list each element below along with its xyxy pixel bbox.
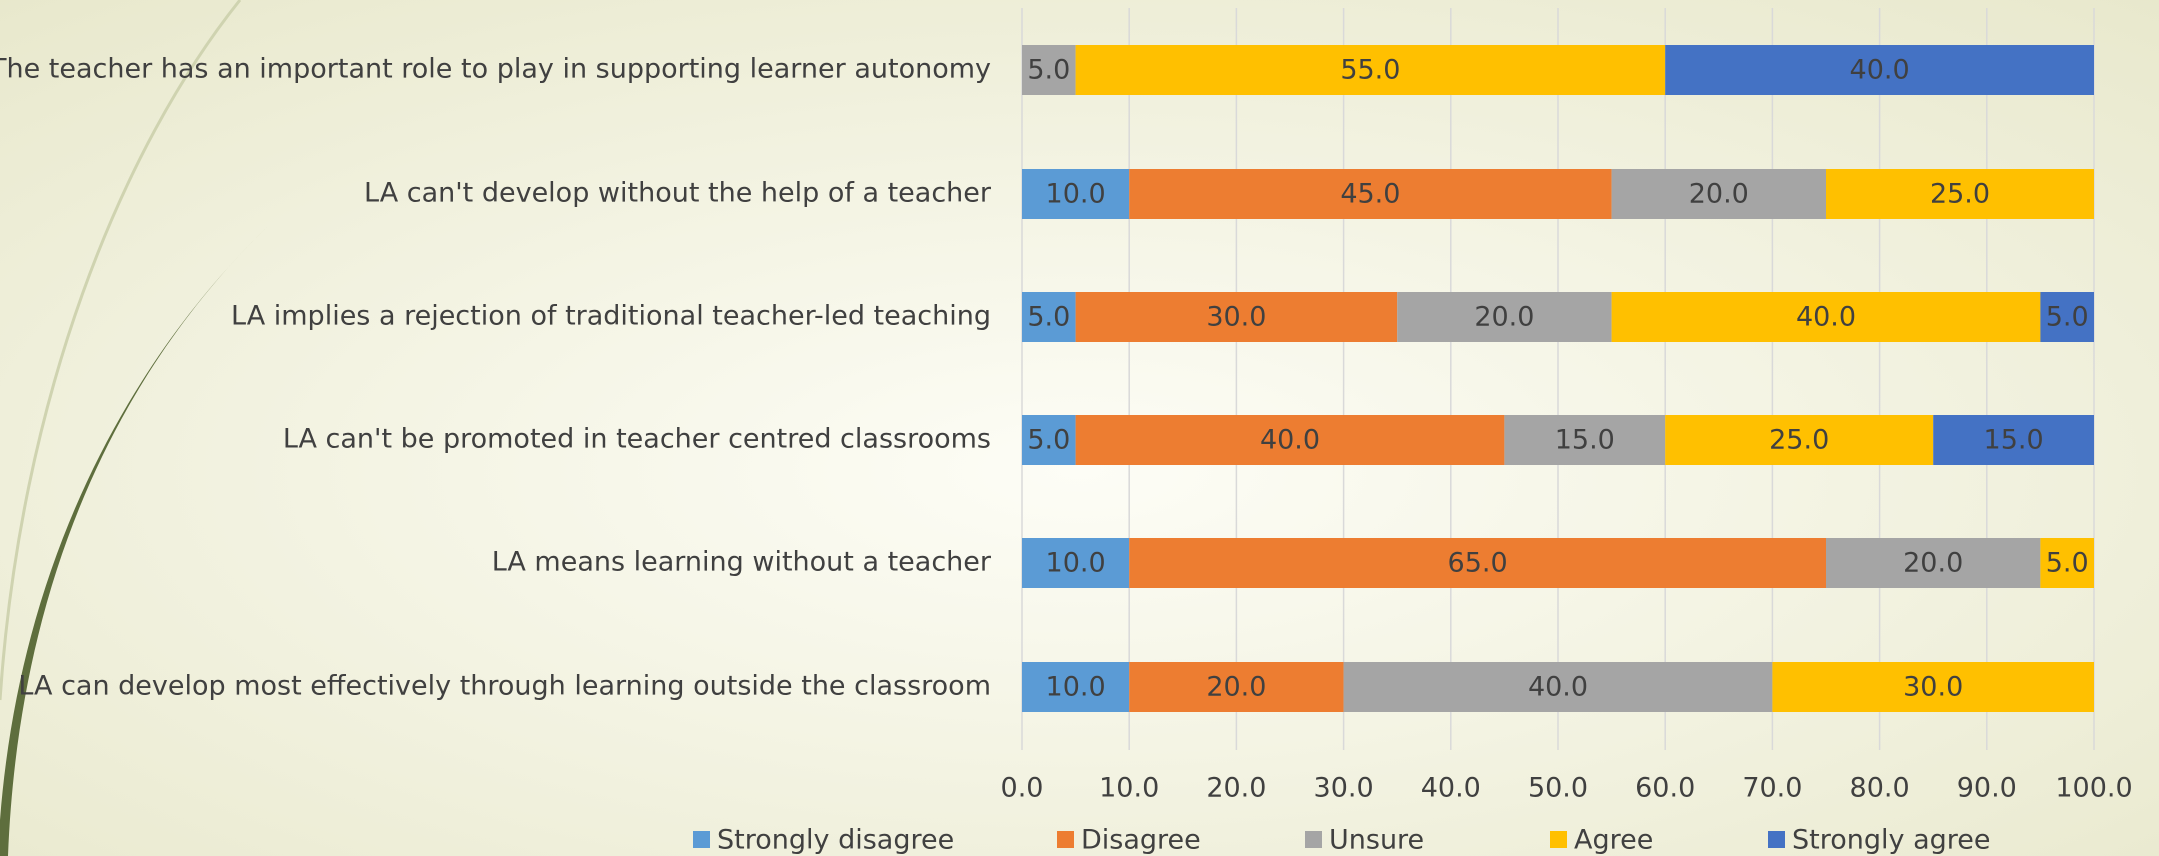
bar-segment — [1826, 169, 2094, 219]
legend-label: Strongly disagree — [717, 825, 954, 856]
x-tick-label: 0.0 — [1001, 773, 1044, 804]
x-tick-label: 80.0 — [1850, 773, 1910, 804]
x-tick-label: 10.0 — [1099, 773, 1159, 804]
bar-segment — [1343, 662, 1773, 712]
data-label: 40.0 — [1528, 672, 1588, 703]
x-tick-label: 30.0 — [1314, 773, 1374, 804]
bar-segment — [1504, 415, 1666, 465]
legend-label: Agree — [1574, 825, 1653, 856]
x-tick-label: 60.0 — [1635, 773, 1695, 804]
data-label: 5.0 — [2046, 302, 2089, 333]
bar-segment — [1129, 169, 1612, 219]
bar-segment — [1665, 45, 2094, 95]
legend-label: Disagree — [1081, 825, 1201, 856]
data-label: 15.0 — [1555, 425, 1615, 456]
y-tick-label: LA can't develop without the help of a t… — [364, 178, 992, 209]
data-label: 20.0 — [1206, 672, 1266, 703]
decor-curve — [0, 0, 242, 701]
x-tick-label: 50.0 — [1528, 773, 1588, 804]
x-tick-label: 20.0 — [1206, 773, 1266, 804]
bar-segment — [1397, 292, 1612, 342]
x-tick-label: 40.0 — [1421, 773, 1481, 804]
legend-label: Strongly agree — [1792, 825, 1990, 856]
data-label: 5.0 — [1027, 55, 1070, 86]
bar-segment — [1022, 45, 1076, 95]
data-label: 5.0 — [2046, 548, 2089, 579]
legend-swatch — [1550, 831, 1567, 848]
bar-segment — [1772, 662, 2094, 712]
bar-segment — [1075, 45, 1666, 95]
bar-segment — [1611, 292, 2041, 342]
data-label: 40.0 — [1796, 302, 1856, 333]
y-tick-label: LA can't be promoted in teacher centred … — [283, 424, 991, 455]
y-tick-label: LA means learning without a teacher — [492, 547, 992, 578]
data-label: 20.0 — [1903, 548, 1963, 579]
bar-segment — [2040, 538, 2094, 588]
legend-swatch — [1057, 831, 1074, 848]
data-label: 55.0 — [1340, 55, 1400, 86]
bar-segment — [1022, 169, 1130, 219]
bar-segment — [1129, 662, 1344, 712]
bar-segment — [1129, 538, 1826, 588]
bar-segment — [1075, 415, 1505, 465]
data-label: 5.0 — [1027, 425, 1070, 456]
bar-segment — [1826, 538, 2041, 588]
y-tick-label: LA can develop most effectively through … — [18, 671, 991, 702]
bar-segment — [1022, 538, 1130, 588]
data-label: 30.0 — [1206, 302, 1266, 333]
bar-segment — [1075, 292, 1398, 342]
data-label: 40.0 — [1260, 425, 1320, 456]
legend-swatch — [693, 831, 710, 848]
data-label: 30.0 — [1903, 672, 1963, 703]
data-label: 65.0 — [1448, 548, 1508, 579]
bar-segment — [2040, 292, 2094, 342]
y-tick-label: The teacher has an important role to pla… — [0, 54, 991, 85]
bar-segment — [1611, 169, 1826, 219]
data-label: 10.0 — [1046, 179, 1106, 210]
y-tick-label: LA implies a rejection of traditional te… — [231, 301, 991, 332]
data-label: 25.0 — [1769, 425, 1829, 456]
bar-segment — [1022, 415, 1076, 465]
legend-swatch — [1768, 831, 1785, 848]
data-label: 40.0 — [1850, 55, 1910, 86]
bar-segment — [1665, 415, 1934, 465]
data-label: 10.0 — [1046, 672, 1106, 703]
x-tick-label: 100.0 — [2055, 773, 2132, 804]
bar-segment — [1022, 292, 1076, 342]
data-label: 25.0 — [1930, 179, 1990, 210]
legend-label: Unsure — [1329, 825, 1424, 856]
legend-swatch — [1305, 831, 1322, 848]
data-label: 20.0 — [1689, 179, 1749, 210]
x-tick-label: 90.0 — [1957, 773, 2017, 804]
bar-segment — [1022, 662, 1130, 712]
x-tick-label: 70.0 — [1742, 773, 1802, 804]
data-label: 15.0 — [1984, 425, 2044, 456]
data-label: 45.0 — [1340, 179, 1400, 210]
data-label: 20.0 — [1474, 302, 1534, 333]
data-label: 10.0 — [1046, 548, 1106, 579]
data-label: 5.0 — [1027, 302, 1070, 333]
bar-segment — [1933, 415, 2094, 465]
